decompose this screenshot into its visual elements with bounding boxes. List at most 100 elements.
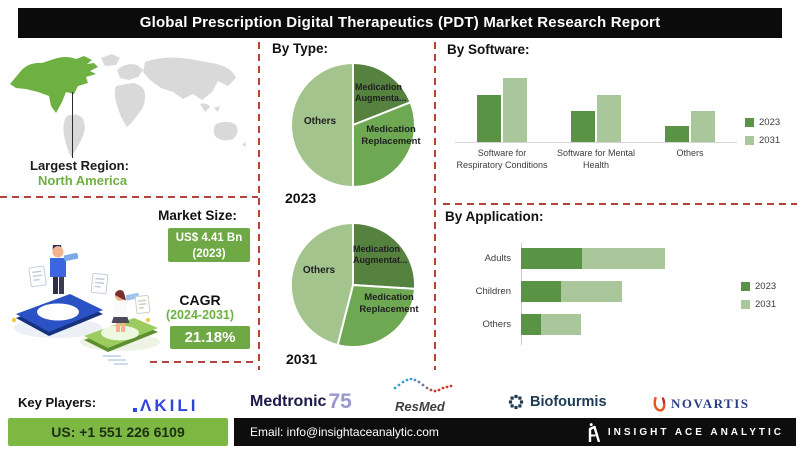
software-category-respiratory: Software for Respiratory Conditions xyxy=(456,148,548,170)
novartis-logo-text: NOVARTIS xyxy=(671,396,750,411)
email-text: Email: info@insightaceanalytic.com xyxy=(250,425,439,439)
pie-chart-2023: Medication Augmenta... Medication Replac… xyxy=(289,61,421,189)
pie-2031-label-others: Others xyxy=(302,265,336,276)
application-stacked-bar xyxy=(521,281,622,302)
legend-swatch-2023 xyxy=(741,282,750,291)
software-bar-2023 xyxy=(477,95,501,142)
application-legend: 2023 2031 xyxy=(741,281,776,317)
legend-swatch-2023 xyxy=(745,118,754,127)
software-bar-2023 xyxy=(571,111,595,142)
bar-group xyxy=(549,66,643,142)
application-row: Children xyxy=(443,281,773,302)
brand-text: INSIGHT ACE ANALYTIC xyxy=(607,426,784,438)
software-legend: 2023 2031 xyxy=(745,117,780,153)
cagr-period: (2024-2031) xyxy=(165,308,235,322)
divider-left-bottom xyxy=(150,361,258,363)
resmed-wave-icon xyxy=(393,377,453,393)
legend-item-2031: 2031 xyxy=(745,135,780,146)
application-bar-chart: Adults Children Others xyxy=(443,248,773,347)
brand-logo: INSIGHT ACE ANALYTIC xyxy=(588,422,784,442)
medtronic-75-text: 75 xyxy=(328,390,352,413)
application-stacked-bar xyxy=(521,248,665,269)
key-players-label: Key Players: xyxy=(18,395,97,410)
pie-2031-year: 2031 xyxy=(286,351,318,367)
biofourmis-logo-text: Biofourmis xyxy=(530,394,607,410)
region-pointer-line xyxy=(72,92,73,158)
divider-right xyxy=(443,203,797,205)
market-size-value: US$ 4.41 Bn xyxy=(175,232,243,244)
application-segment-2023 xyxy=(521,314,542,335)
largest-region-value: North America xyxy=(38,173,128,188)
legend-label-2031: 2031 xyxy=(759,135,781,146)
application-row: Others xyxy=(443,314,773,335)
software-category-others: Others xyxy=(676,148,704,158)
hero-illustration xyxy=(11,245,160,365)
software-bar-2031 xyxy=(503,78,527,142)
phone-banner: US: +1 551 226 6109 xyxy=(8,418,228,446)
bar-group xyxy=(455,66,549,142)
legend-item-2031: 2031 xyxy=(741,299,776,310)
software-category-mental: Software for Mental Health xyxy=(556,148,636,170)
market-size-heading: Market Size: xyxy=(158,208,237,223)
application-category-label: Others xyxy=(482,319,511,330)
akili-dot-icon xyxy=(133,408,137,412)
largest-region-label: Largest Region: xyxy=(30,158,129,173)
pie-2023-year: 2023 xyxy=(285,190,317,206)
legend-swatch-2031 xyxy=(741,300,750,309)
bar-group xyxy=(643,66,737,142)
legend-label-2023: 2023 xyxy=(755,281,777,292)
software-bar-2031 xyxy=(691,111,715,142)
akili-logo: ΛKILI xyxy=(133,396,198,416)
application-segment-2031 xyxy=(541,314,582,335)
medtronic-logo: Medtronic 75 xyxy=(250,390,352,414)
cagr-value-box: 21.18% xyxy=(170,326,250,349)
software-bar-chart xyxy=(455,66,737,143)
by-type-title: By Type: xyxy=(272,41,329,56)
by-software-title: By Software: xyxy=(447,42,530,57)
legend-label-2023: 2023 xyxy=(759,117,781,128)
medtronic-logo-text: Medtronic xyxy=(250,393,327,410)
software-category-labels: Software for Respiratory Conditions Soft… xyxy=(455,148,737,171)
software-bar-2031 xyxy=(597,95,621,142)
application-stacked-bar xyxy=(521,314,582,335)
divider-left-top xyxy=(0,196,258,198)
akili-logo-text: ΛKILI xyxy=(140,396,199,415)
footer-bar: Email: info@insightaceanalytic.com INSIG… xyxy=(234,418,796,446)
resmed-logo: ResMed xyxy=(393,376,455,414)
cagr-heading: CAGR xyxy=(179,292,221,308)
application-category-label: Children xyxy=(475,286,511,297)
pie-2023-label-augmentation: Medication Augmenta... xyxy=(355,82,407,104)
page-title: Global Prescription Digital Therapeutics… xyxy=(18,8,782,38)
market-size-value-box: US$ 4.41 Bn (2023) xyxy=(168,228,250,262)
novartis-logo: NOVARTIS xyxy=(653,396,750,412)
by-application-title: By Application: xyxy=(445,209,544,224)
pie-2023-label-replacement: Medication Replacement xyxy=(361,124,421,147)
biofourmis-logo: Biofourmis xyxy=(508,394,607,410)
legend-item-2023: 2023 xyxy=(745,117,780,128)
application-row: Adults xyxy=(443,248,773,269)
resmed-logo-text: ResMed xyxy=(395,399,445,414)
application-category-label: Adults xyxy=(484,253,511,264)
pie-2031-label-augmentation: Medication Augmentat... xyxy=(353,244,408,266)
application-segment-2023 xyxy=(521,281,562,302)
software-bar-2023 xyxy=(665,126,689,142)
market-size-year: (2023) xyxy=(192,248,226,260)
world-map xyxy=(10,54,246,157)
legend-label-2031: 2031 xyxy=(755,299,777,310)
largest-region: Largest Region: North America xyxy=(30,158,129,188)
divider-vertical-2 xyxy=(434,42,436,370)
legend-item-2023: 2023 xyxy=(741,281,776,292)
novartis-flame-icon xyxy=(653,396,666,412)
application-segment-2031 xyxy=(561,281,622,302)
pie-2023-label-others: Others xyxy=(303,116,337,127)
application-segment-2031 xyxy=(581,248,665,269)
divider-vertical-1 xyxy=(258,42,260,370)
pie-chart-2031: Medication Augmentat... Medication Repla… xyxy=(289,221,419,349)
north-america-region xyxy=(10,56,98,113)
legend-swatch-2031 xyxy=(745,136,754,145)
insight-ace-a-icon xyxy=(588,422,600,442)
application-segment-2023 xyxy=(521,248,582,269)
biofourmis-pinwheel-icon xyxy=(508,394,524,410)
pie-2031-label-replacement: Medication Replacement xyxy=(359,292,419,315)
